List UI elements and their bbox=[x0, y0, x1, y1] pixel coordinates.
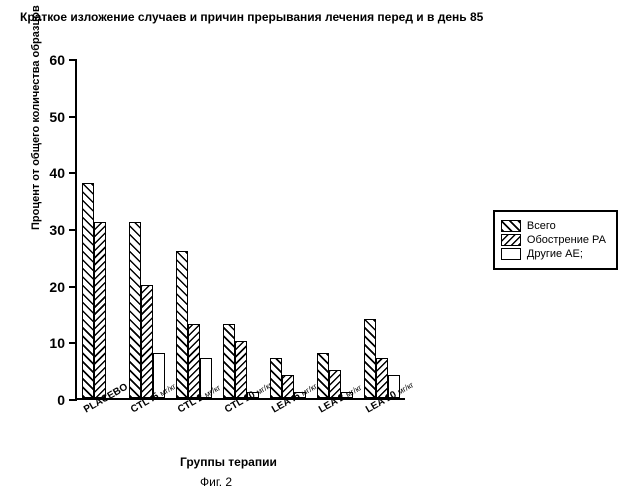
legend-swatch bbox=[501, 234, 521, 246]
bar bbox=[188, 324, 200, 398]
y-tick-label: 60 bbox=[49, 52, 65, 68]
legend-item: Обострение РА bbox=[501, 234, 606, 246]
y-tick bbox=[69, 342, 77, 344]
legend-swatch bbox=[501, 248, 521, 260]
bar-group: LEA .5 мг/кг bbox=[270, 58, 312, 398]
bar bbox=[317, 353, 329, 398]
bar bbox=[223, 324, 235, 398]
legend-item: Другие АЕ; bbox=[501, 248, 606, 260]
bar bbox=[176, 251, 188, 398]
y-tick-label: 40 bbox=[49, 165, 65, 181]
bar bbox=[235, 341, 247, 398]
legend: Всего Обострение РА Другие АЕ; bbox=[493, 210, 618, 270]
y-tick bbox=[69, 229, 77, 231]
y-tick bbox=[69, 116, 77, 118]
y-tick bbox=[69, 59, 77, 61]
legend-label: Другие АЕ; bbox=[527, 248, 583, 260]
y-tick bbox=[69, 286, 77, 288]
y-tick-label: 30 bbox=[49, 222, 65, 238]
bar-group: CTL 2 мг/кг bbox=[176, 58, 218, 398]
y-axis-title: Процент от общего количества образцов bbox=[30, 5, 42, 230]
legend-item: Всего bbox=[501, 220, 606, 232]
bar bbox=[94, 222, 106, 398]
y-tick-label: 0 bbox=[57, 392, 65, 408]
bar-group: LEA 10 мг/кг bbox=[364, 58, 406, 398]
bar bbox=[364, 319, 376, 398]
bar bbox=[82, 183, 94, 398]
y-tick-label: 50 bbox=[49, 109, 65, 125]
y-tick bbox=[69, 172, 77, 174]
y-tick-label: 10 bbox=[49, 335, 65, 351]
bar-group: PLACEBO bbox=[82, 58, 124, 398]
legend-swatch bbox=[501, 220, 521, 232]
chart-plot-area: 0102030405060PLACEBOCTL .5 мг/кгCTL 2 мг… bbox=[75, 60, 405, 400]
bar bbox=[141, 285, 153, 398]
bar-group: LEA 2 мг/кг bbox=[317, 58, 359, 398]
bar bbox=[129, 222, 141, 398]
bar-group: CTL .5 мг/кг bbox=[129, 58, 171, 398]
legend-label: Обострение РА bbox=[527, 234, 606, 246]
legend-label: Всего bbox=[527, 220, 556, 232]
y-tick bbox=[69, 399, 77, 401]
chart-title: Краткое изложение случаев и причин преры… bbox=[20, 10, 483, 24]
y-tick-label: 20 bbox=[49, 279, 65, 295]
x-axis-title: Группы терапии bbox=[180, 455, 277, 469]
bar-group: CTL 10 мг/кг bbox=[223, 58, 265, 398]
figure-label: Фиг. 2 bbox=[200, 475, 232, 489]
bar bbox=[270, 358, 282, 398]
